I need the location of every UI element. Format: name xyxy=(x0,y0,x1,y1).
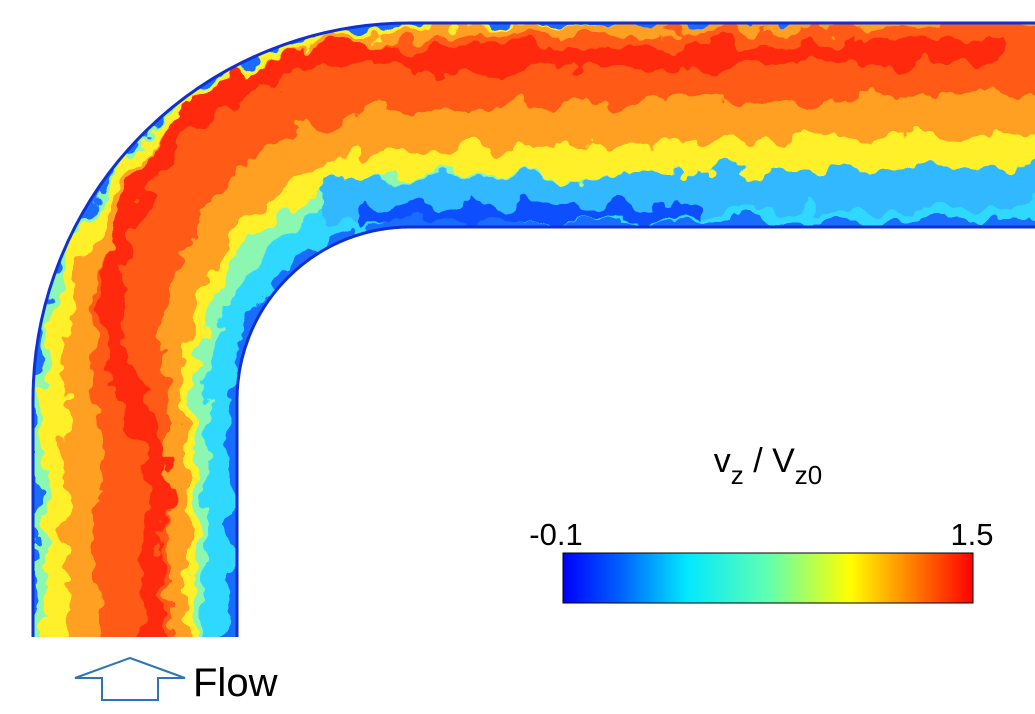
flow-arrow xyxy=(74,656,186,701)
label-part: z xyxy=(731,460,744,490)
flow-label: Flow xyxy=(193,661,278,705)
label-part: z0 xyxy=(795,460,822,490)
label-part: V xyxy=(772,442,795,480)
colorbar xyxy=(562,552,974,604)
label-part: / xyxy=(744,442,772,480)
label-part: v xyxy=(714,442,731,480)
colorbar-max: 1.5 xyxy=(950,517,993,552)
colorbar-min: -0.1 xyxy=(529,517,582,552)
pipe-wall xyxy=(31,21,1035,637)
colorbar-label: vz / Vz0 xyxy=(714,442,823,490)
